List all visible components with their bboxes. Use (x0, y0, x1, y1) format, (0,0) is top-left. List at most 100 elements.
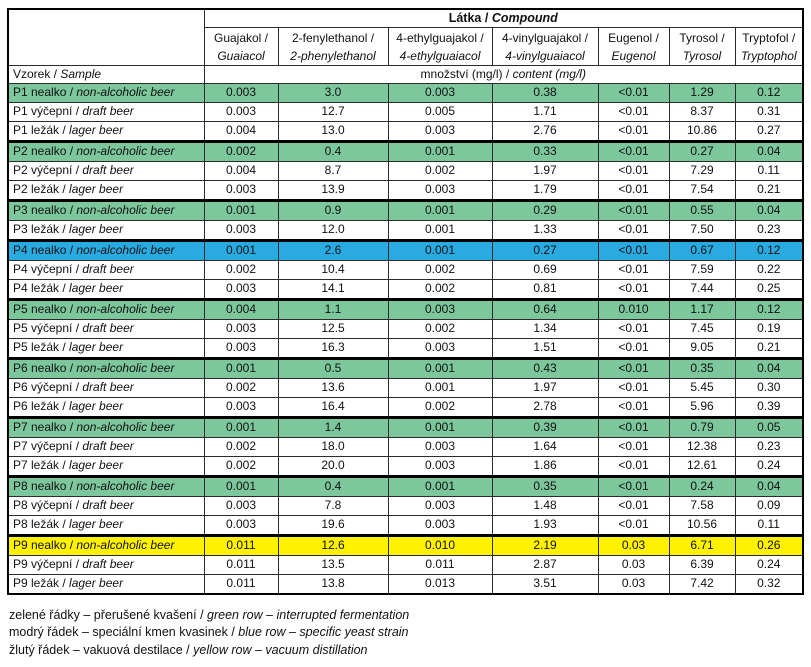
value-cell: 0.04 (734, 475, 804, 497)
sample-cell: P6 nealko / non-alcoholic beer (7, 357, 205, 379)
value-cell: 2.6 (277, 239, 389, 261)
value-cell: 0.003 (387, 496, 493, 516)
sample-cell: P7 výčepní / draft beer (7, 437, 205, 457)
value-cell: 0.001 (387, 357, 493, 379)
table-row: P2 výčepní / draft beer 0.004 8.7 0.002 1.97… (7, 161, 804, 181)
value-cell: 1.17 (668, 298, 736, 320)
table-row: P5 ležák / lager beer 0.003 16.3 0.003 1.51 <… (7, 338, 804, 359)
value-cell: 6.71 (668, 534, 736, 556)
value-cell: 0.011 (203, 555, 279, 575)
value-cell: 0.21 (734, 338, 804, 359)
value-cell: 12.61 (668, 456, 736, 477)
value-cell: 12.7 (277, 102, 389, 122)
sample-cell: P5 ležák / lager beer (7, 338, 205, 359)
value-cell: <0.01 (597, 456, 670, 477)
value-cell: 0.001 (203, 199, 279, 221)
value-cell: 0.23 (734, 437, 804, 457)
value-cell: 7.29 (668, 161, 736, 181)
value-cell: 7.54 (668, 180, 736, 201)
unit-header-cs: množství (mg/l) / (420, 66, 510, 81)
value-cell: 2.76 (491, 121, 599, 142)
value-cell: 0.03 (597, 574, 670, 595)
value-cell: 0.67 (668, 239, 736, 261)
value-cell: 0.011 (203, 574, 279, 595)
value-cell: 1.48 (491, 496, 599, 516)
sample-header-cs: Vzorek / (13, 66, 58, 81)
table-row: P1 nealko / non-alcoholic beer 0.003 3.0 0.… (7, 83, 804, 103)
value-cell: 0.23 (734, 220, 804, 241)
table-row: P4 výčepní / draft beer 0.002 10.4 0.002 0.6… (7, 260, 804, 280)
value-cell: 5.45 (668, 378, 736, 398)
value-cell: 0.27 (734, 121, 804, 142)
value-cell: 1.34 (491, 319, 599, 339)
sample-cell: P9 ležák / lager beer (7, 574, 205, 595)
corner-cell (7, 8, 205, 66)
legend: zelené řádky – přerušené kvašení / green… (7, 607, 804, 658)
value-cell: 0.69 (491, 260, 599, 280)
table-row: P6 výčepní / draft beer 0.002 13.6 0.001 1.9… (7, 378, 804, 398)
value-cell: 0.39 (734, 397, 804, 418)
legend-item: žlutý řádek – vakuová destilace / yellow… (9, 642, 368, 657)
compound-header: Látka / Compound (203, 8, 804, 28)
sample-header-row: Vzorek / Sample množství (mg/l) / conten… (7, 65, 804, 84)
value-cell: 13.8 (277, 574, 389, 595)
value-cell: 0.43 (491, 357, 599, 379)
value-cell: <0.01 (597, 83, 670, 103)
value-cell: 0.38 (491, 83, 599, 103)
value-cell: 0.001 (387, 239, 493, 261)
value-cell: 1.79 (491, 180, 599, 201)
value-cell: 0.003 (387, 437, 493, 457)
value-cell: 0.001 (203, 475, 279, 497)
value-cell: 0.33 (491, 140, 599, 162)
value-cell: 1.1 (277, 298, 389, 320)
table-row: P4 nealko / non-alcoholic beer 0.001 2.6 0.… (7, 239, 804, 261)
value-cell: 10.56 (668, 515, 736, 536)
sample-header-en: Sample (60, 66, 102, 81)
value-cell: 0.25 (734, 279, 804, 300)
value-cell: 7.45 (668, 319, 736, 339)
table-row: P7 výčepní / draft beer 0.002 18.0 0.003 1.6… (7, 437, 804, 457)
value-cell: 0.003 (387, 121, 493, 142)
sample-cell: P2 výčepní / draft beer (7, 161, 205, 181)
value-cell: 0.27 (668, 140, 736, 162)
value-cell: 1.97 (491, 161, 599, 181)
sample-header: Vzorek / Sample (7, 65, 205, 84)
value-cell: 1.93 (491, 515, 599, 536)
value-cell: 1.4 (277, 416, 389, 438)
table-row: P7 ležák / lager beer 0.002 20.0 0.003 1.86 <… (7, 456, 804, 477)
value-cell: 0.35 (491, 475, 599, 497)
value-cell: 0.010 (597, 298, 670, 320)
value-cell: 3.51 (491, 574, 599, 595)
value-cell: 0.002 (387, 397, 493, 418)
value-cell: 0.04 (734, 199, 804, 221)
value-cell: 7.50 (668, 220, 736, 241)
value-cell: <0.01 (597, 239, 670, 261)
sample-cell: P7 ležák / lager beer (7, 456, 205, 477)
table-row: P6 nealko / non-alcoholic beer 0.001 0.5 0.… (7, 357, 804, 379)
value-cell: 0.001 (387, 475, 493, 497)
value-cell: 0.31 (734, 102, 804, 122)
value-cell: 0.003 (203, 279, 279, 300)
value-cell: 14.1 (277, 279, 389, 300)
sample-cell: P4 ležák / lager beer (7, 279, 205, 300)
value-cell: 0.001 (387, 199, 493, 221)
value-cell: 0.03 (597, 555, 670, 575)
value-cell: 0.35 (668, 357, 736, 379)
value-cell: 8.37 (668, 102, 736, 122)
value-cell: 5.96 (668, 397, 736, 418)
value-cell: <0.01 (597, 416, 670, 438)
sample-cell: P5 nealko / non-alcoholic beer (7, 298, 205, 320)
sample-cell: P2 ležák / lager beer (7, 180, 205, 201)
value-cell: 0.11 (734, 161, 804, 181)
value-cell: 0.003 (387, 515, 493, 536)
value-cell: 7.44 (668, 279, 736, 300)
sample-cell: P7 nealko / non-alcoholic beer (7, 416, 205, 438)
table-row: P3 nealko / non-alcoholic beer 0.001 0.9 0.… (7, 199, 804, 221)
value-cell: 0.21 (734, 180, 804, 201)
value-cell: 0.002 (203, 456, 279, 477)
value-cell: <0.01 (597, 515, 670, 536)
table-row: P2 ležák / lager beer 0.003 13.9 0.003 1.79 <… (7, 180, 804, 201)
table-row: P2 nealko / non-alcoholic beer 0.002 0.4 0.… (7, 140, 804, 162)
sample-cell: P4 nealko / non-alcoholic beer (7, 239, 205, 261)
